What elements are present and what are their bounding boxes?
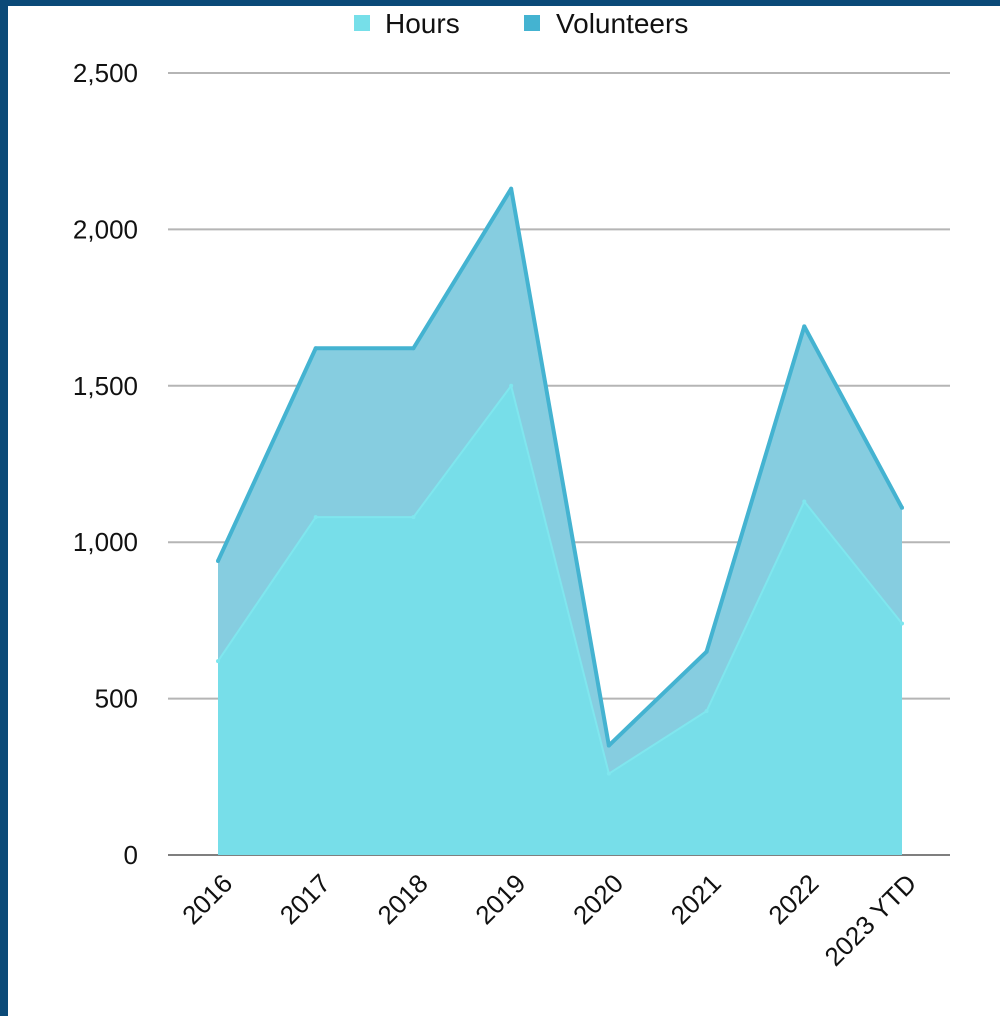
legend-swatch-hours [354,15,370,31]
legend-label-volunteers: Volunteers [556,8,688,39]
y-tick-label: 1,500 [73,371,138,401]
x-tick-label: 2016 [176,868,238,930]
y-tick-label: 1,000 [73,527,138,557]
y-tick-label: 2,500 [73,58,138,88]
volunteers-point [802,324,807,329]
y-tick-label: 2,000 [73,214,138,244]
x-tick-label: 2019 [469,868,531,930]
x-tick-label: 2018 [372,868,434,930]
y-tick-label: 500 [95,684,138,714]
area-series [216,186,904,856]
x-tick-label: 2020 [567,868,629,930]
hours-point [216,659,220,664]
volunteers-point [704,649,709,654]
hours-area [218,385,902,855]
hours-point [313,515,318,520]
x-tick-label: 2021 [665,868,727,930]
volunteers-point [216,558,220,563]
hours-point [606,771,611,776]
hours-point [900,621,904,626]
hours-point [802,499,807,504]
volunteers-point [411,346,416,351]
x-tick-label: 2017 [274,868,336,930]
volunteers-line [216,186,904,748]
hours-point [411,515,416,520]
x-tick-label: 2023 YTD [819,868,923,972]
legend-label-hours: Hours [385,8,460,39]
y-axis-ticks: 0 500 1,000 1,500 2,000 2,500 [73,58,138,870]
y-tick-label: 0 [124,840,138,870]
x-tick-label: 2022 [762,868,824,930]
legend: Hours Volunteers [354,8,688,39]
volunteers-point [900,505,904,510]
legend-swatch-volunteers [524,15,540,31]
hours-line [217,384,903,775]
volunteers-point [606,743,611,748]
hours-point [509,383,514,388]
chart-frame: Hours Volunteers 0 500 1,000 1,500 2,000 2,500… [8,6,1000,1016]
volunteers-point [313,346,318,351]
area-chart: Hours Volunteers 0 500 1,000 1,500 2,000 2,500… [73,8,950,972]
hours-point [704,709,709,714]
volunteers-point [509,186,514,191]
